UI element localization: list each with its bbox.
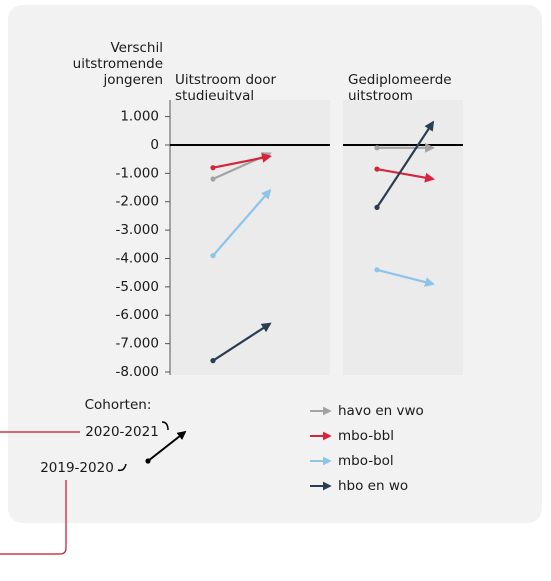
panel-title: studieuitval — [175, 88, 254, 104]
legend-label: hbo en wo — [338, 478, 408, 494]
start-dot — [374, 267, 380, 273]
y-axis-label: Verschil — [110, 40, 163, 56]
panel-title: Gediplomeerde — [348, 72, 452, 88]
slope-arrow — [376, 120, 435, 209]
guide-line — [0, 480, 67, 555]
y-tick-label: -1.000 — [115, 165, 159, 181]
y-tick-label: -5.000 — [115, 279, 159, 295]
start-dot — [210, 165, 216, 171]
y-tick-label: 1.000 — [120, 109, 159, 125]
slope-arrow — [376, 268, 435, 287]
y-tick-label: -2.000 — [115, 194, 159, 210]
y-tick-label: -8.000 — [115, 364, 159, 380]
slope-arrow — [376, 168, 435, 183]
slope-arrow — [212, 188, 272, 257]
legend-label: mbo-bbl — [338, 428, 394, 444]
panel-title: uitstroom — [348, 88, 413, 104]
legend-label: mbo-bol — [338, 453, 394, 469]
panel-background — [170, 100, 330, 375]
y-axis-label: jongeren — [102, 72, 163, 88]
start-dot — [374, 204, 380, 211]
start-dot — [210, 176, 216, 182]
y-tick-label: 0 — [150, 137, 159, 153]
sample-arrow — [147, 430, 187, 462]
panel-background — [343, 100, 463, 375]
start-dot — [374, 145, 380, 151]
panel-title: Uitstroom door — [175, 72, 277, 88]
cohort-label: Cohorten: — [85, 397, 152, 413]
y-axis-label: uitstromende — [73, 56, 163, 72]
connector — [117, 463, 127, 472]
y-tick-label: -3.000 — [115, 222, 159, 238]
cohort-end: 2020-2021 — [85, 424, 159, 440]
slope-arrow — [212, 322, 272, 362]
y-tick-label: -4.000 — [115, 250, 159, 266]
cohort-start: 2019-2020 — [40, 460, 114, 476]
y-tick-label: -7.000 — [115, 336, 159, 352]
start-dot — [210, 358, 216, 364]
start-dot — [374, 166, 380, 172]
y-tick-label: -6.000 — [115, 307, 159, 323]
start-dot — [210, 253, 216, 259]
sample-dot — [145, 458, 151, 464]
slope-arrow — [212, 153, 272, 169]
connector — [161, 421, 169, 431]
legend-label: havo en vwo — [338, 403, 424, 419]
